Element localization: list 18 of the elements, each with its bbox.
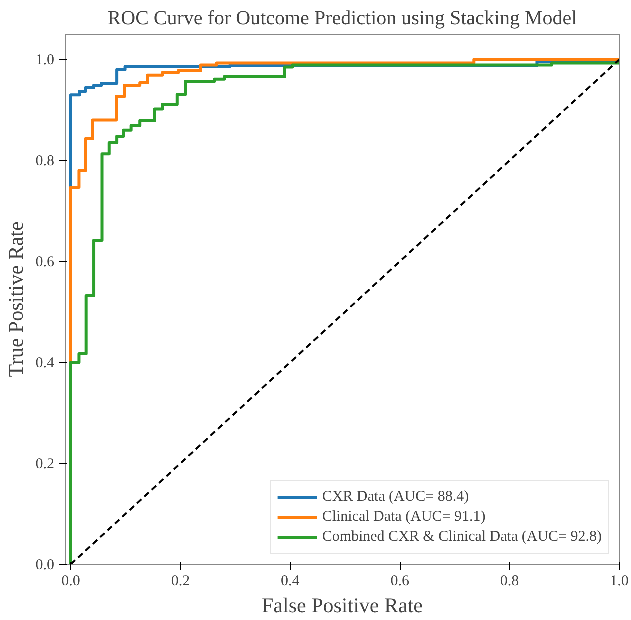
x-tick-label: 0.8 <box>500 574 520 590</box>
legend-label: Combined CXR & Clinical Data (AUC= 92.8) <box>322 528 602 546</box>
y-tick-label: 1.0 <box>36 52 54 69</box>
y-tick-label: 0.0 <box>36 558 54 574</box>
x-tick-label: 0.6 <box>390 574 410 590</box>
y-tick-label: 0.4 <box>36 356 55 372</box>
legend-label: Clinical Data (AUC= 91.1) <box>322 508 486 526</box>
y-tick-label: 0.8 <box>36 154 54 170</box>
y-axis-title: True Positive Rate <box>4 222 28 378</box>
legend-label: CXR Data (AUC= 88.4) <box>322 488 470 506</box>
x-axis-title: False Positive Rate <box>262 594 424 618</box>
y-tick-label: 0.2 <box>36 456 54 473</box>
x-tick-label: 0.2 <box>171 574 190 590</box>
x-tick-label: 1.0 <box>610 574 629 590</box>
x-tick-label: 0.0 <box>62 574 80 590</box>
chart-title: ROC Curve for Outcome Prediction using Stacking Model <box>108 8 578 30</box>
x-tick-label: 0.4 <box>281 574 300 590</box>
y-tick-label: 0.6 <box>36 254 55 271</box>
